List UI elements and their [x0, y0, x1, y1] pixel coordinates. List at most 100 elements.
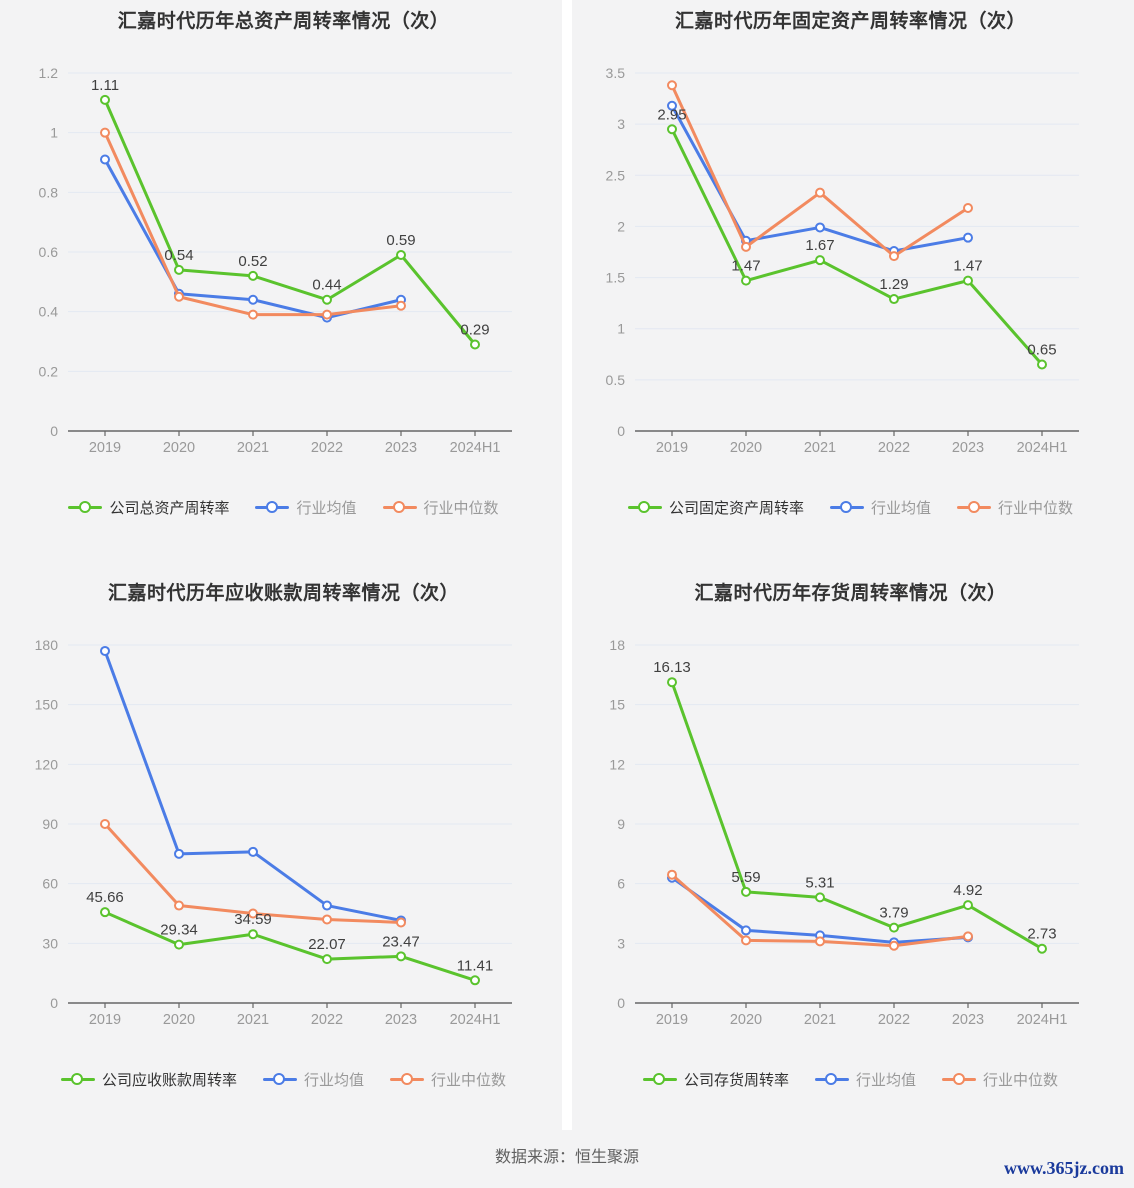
total-asset-turnover-chart: 2019 2020 2021 2022 2023 2024H1 0 0.2 0.4 0.6 0.8 1… — [39, 65, 512, 456]
svg-text:150: 150 — [35, 697, 59, 713]
svg-text:3.79: 3.79 — [879, 905, 908, 922]
svg-text:18: 18 — [609, 637, 625, 653]
legend-fixed-asset: 公司固定资产周转率 行业均值 行业中位数 — [567, 497, 1134, 518]
legend-item-company[interactable]: 公司应收账款周转率 — [60, 1069, 237, 1090]
svg-text:1: 1 — [617, 321, 625, 337]
legend-label-industry-median: 行业中位数 — [431, 1072, 507, 1089]
svg-text:2024H1: 2024H1 — [1017, 440, 1068, 456]
svg-text:9: 9 — [617, 816, 625, 832]
legend-item-industry-avg[interactable]: 行业均值 — [262, 1069, 364, 1090]
svg-text:3: 3 — [617, 116, 625, 132]
column-divider — [562, 0, 572, 1130]
svg-text:2019: 2019 — [89, 440, 121, 456]
svg-text:3: 3 — [617, 935, 625, 951]
svg-text:2020: 2020 — [163, 1012, 195, 1028]
svg-text:5.59: 5.59 — [731, 869, 760, 886]
svg-text:2021: 2021 — [237, 1012, 269, 1028]
svg-text:2023: 2023 — [952, 1012, 984, 1028]
legend-item-company[interactable]: 公司存货周转率 — [642, 1069, 789, 1090]
svg-text:1.29: 1.29 — [879, 276, 908, 293]
svg-text:2022: 2022 — [878, 440, 910, 456]
svg-text:4.92: 4.92 — [953, 882, 982, 899]
site-watermark-link[interactable]: www.365jz.com — [1004, 1158, 1124, 1178]
legend-item-industry-avg[interactable]: 行业均值 — [255, 497, 357, 518]
panel-receivables-turnover: 汇嘉时代历年应收账款周转率情况（次） 2019 2020 2021 2022 2023 2… — [0, 562, 567, 1130]
receivables-turnover-chart: 2019 2020 2021 2022 2023 2024H1 0 30 60 90 120 150 1… — [35, 637, 512, 1028]
svg-text:2022: 2022 — [878, 1012, 910, 1028]
svg-text:0.54: 0.54 — [164, 247, 193, 264]
legend-label-company: 公司存货周转率 — [683, 1072, 789, 1089]
chart-title-total-asset-turnover: 汇嘉时代历年总资产周转率情况（次） — [117, 11, 450, 32]
svg-text:60: 60 — [42, 876, 58, 892]
legend-label-industry-median: 行业中位数 — [983, 1072, 1059, 1089]
svg-text:1.47: 1.47 — [731, 258, 760, 275]
svg-text:90: 90 — [42, 816, 58, 832]
svg-text:1.5: 1.5 — [606, 270, 626, 286]
line-marker-icon-industry-avg — [255, 501, 290, 515]
svg-text:0.52: 0.52 — [238, 253, 267, 270]
line-marker-icon-industry-avg — [262, 1073, 297, 1087]
svg-text:15: 15 — [609, 697, 625, 713]
svg-text:2020: 2020 — [163, 440, 195, 456]
svg-text:2019: 2019 — [656, 1012, 688, 1028]
svg-text:0: 0 — [617, 423, 625, 439]
legend-item-industry-median[interactable]: 行业中位数 — [942, 1069, 1058, 1090]
svg-text:2023: 2023 — [385, 1012, 417, 1028]
line-marker-icon-industry-median — [382, 501, 417, 515]
svg-text:22.07: 22.07 — [308, 936, 346, 953]
footer: 数据来源：恒生聚源 www.365jz.com — [0, 1130, 1134, 1188]
legend-label-industry-avg: 行业均值 — [296, 500, 357, 517]
svg-text:45.66: 45.66 — [86, 889, 124, 906]
svg-text:23.47: 23.47 — [382, 933, 420, 950]
svg-text:2020: 2020 — [730, 1012, 762, 1028]
svg-text:5.31: 5.31 — [805, 874, 834, 891]
svg-text:2019: 2019 — [89, 1012, 121, 1028]
legend-item-company[interactable]: 公司总资产周转率 — [68, 497, 229, 518]
svg-text:30: 30 — [42, 935, 58, 951]
legend-label-industry-median: 行业中位数 — [998, 500, 1074, 517]
legend-label-industry-avg: 行业均值 — [870, 500, 931, 517]
svg-text:0: 0 — [50, 995, 58, 1011]
legend-item-industry-median[interactable]: 行业中位数 — [382, 497, 499, 518]
line-marker-icon-company — [642, 1073, 677, 1087]
chart-title-inventory-turnover: 汇嘉时代历年存货周转率情况（次） — [694, 583, 1007, 604]
chart-title-fixed-asset-turnover: 汇嘉时代历年固定资产周转率情况（次） — [674, 11, 1026, 32]
svg-text:2019: 2019 — [656, 440, 688, 456]
svg-text:29.34: 29.34 — [160, 922, 198, 939]
fixed-asset-turnover-chart: 2019 2020 2021 2022 2023 2024H1 0 0.5 1 1.5 2 2.5 3 3… — [606, 65, 1079, 456]
legend-item-industry-median[interactable]: 行业中位数 — [957, 497, 1073, 518]
legend-item-company[interactable]: 公司固定资产周转率 — [627, 497, 804, 518]
svg-text:2021: 2021 — [804, 440, 836, 456]
legend-item-industry-avg[interactable]: 行业均值 — [814, 1069, 916, 1090]
line-marker-icon-industry-median — [957, 501, 991, 515]
svg-text:0.29: 0.29 — [460, 321, 489, 338]
svg-text:1.47: 1.47 — [953, 258, 982, 275]
svg-text:2024H1: 2024H1 — [450, 1012, 501, 1028]
svg-text:6: 6 — [617, 876, 625, 892]
legend-item-industry-median[interactable]: 行业中位数 — [390, 1069, 506, 1090]
line-marker-icon-industry-avg — [829, 501, 864, 515]
svg-text:2.5: 2.5 — [606, 167, 626, 183]
svg-text:2022: 2022 — [311, 1012, 343, 1028]
svg-text:11.41: 11.41 — [457, 957, 493, 974]
svg-text:2.73: 2.73 — [1027, 926, 1056, 943]
svg-text:1.11: 1.11 — [91, 77, 119, 94]
line-marker-icon-company — [60, 1073, 95, 1087]
data-source-note: 数据来源：恒生聚源 — [494, 1149, 639, 1166]
legend-label-industry-median: 行业中位数 — [423, 500, 499, 517]
legend-item-industry-avg[interactable]: 行业均值 — [829, 497, 931, 518]
svg-text:0.4: 0.4 — [39, 304, 59, 320]
svg-text:2024H1: 2024H1 — [450, 440, 501, 456]
svg-text:1.67: 1.67 — [805, 237, 834, 254]
svg-text:1: 1 — [50, 125, 58, 141]
svg-text:0.65: 0.65 — [1027, 342, 1056, 359]
legend-receivables: 公司应收账款周转率 行业均值 行业中位数 — [0, 1069, 567, 1090]
svg-text:0.5: 0.5 — [606, 372, 626, 388]
svg-text:34.59: 34.59 — [234, 911, 272, 928]
svg-text:0.44: 0.44 — [312, 277, 341, 294]
chart-title-receivables-turnover: 汇嘉时代历年应收账款周转率情况（次） — [107, 583, 459, 604]
svg-text:2.95: 2.95 — [657, 106, 686, 123]
svg-text:0.8: 0.8 — [39, 184, 59, 200]
svg-text:2021: 2021 — [237, 440, 269, 456]
